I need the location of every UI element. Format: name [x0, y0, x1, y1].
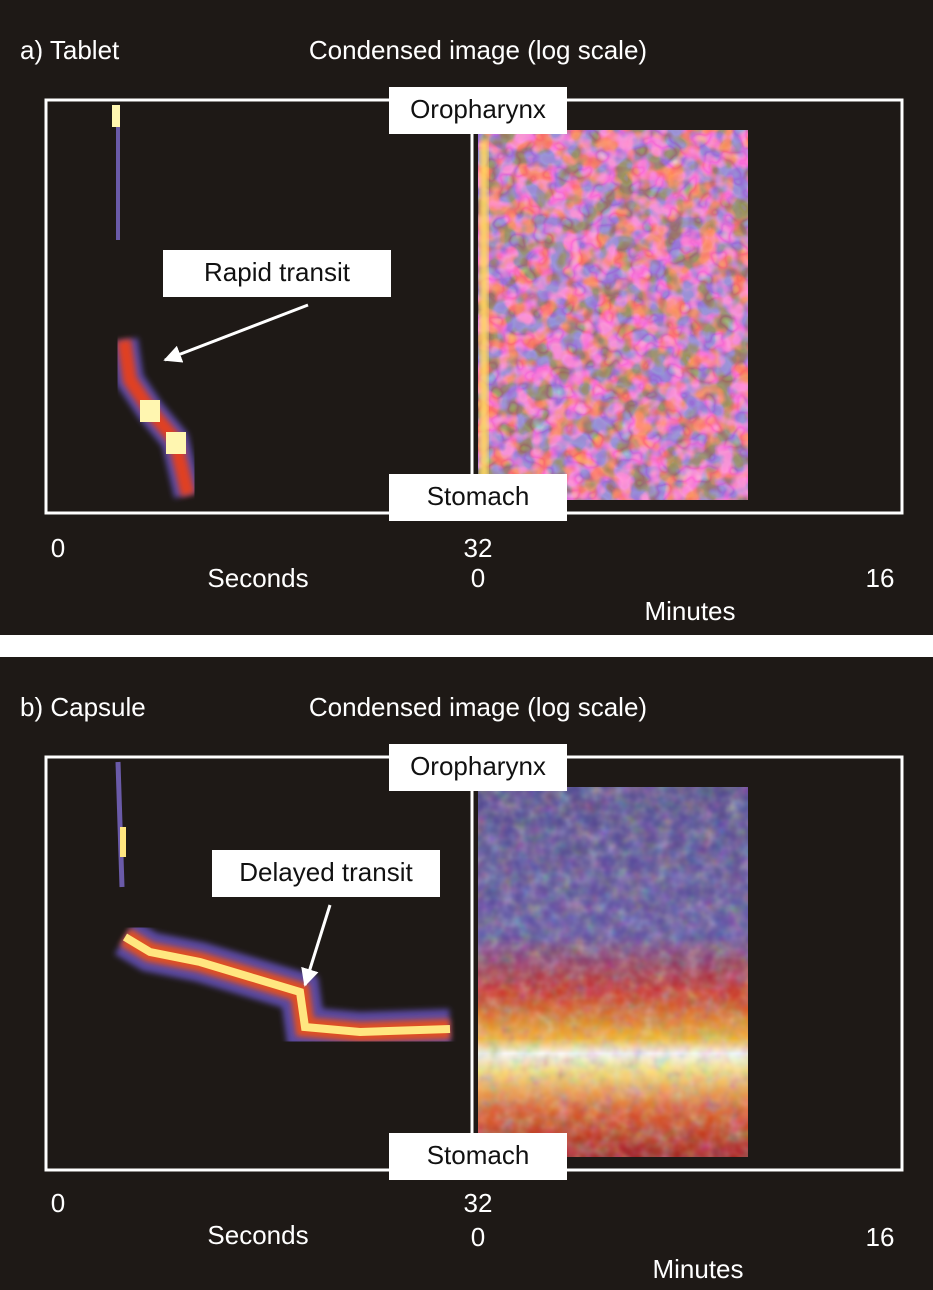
top-label-box: Oropharynx — [389, 744, 567, 791]
minutes-start: 0 — [471, 1222, 485, 1252]
bright-edge — [480, 140, 488, 500]
minutes-label: Minutes — [652, 1254, 743, 1284]
annotation-box: Delayed transit — [212, 850, 440, 897]
minutes-start: 0 — [471, 563, 485, 593]
seconds-label: Seconds — [207, 563, 308, 593]
panel-label: b) Capsule — [20, 692, 146, 722]
panel-title: Condensed image (log scale) — [309, 692, 647, 722]
minutes-end: 16 — [866, 563, 895, 593]
panel-label: a) Tablet — [20, 35, 120, 65]
annotation-box: Rapid transit — [163, 250, 391, 297]
panel-title: Condensed image (log scale) — [309, 35, 647, 65]
seconds-label: Seconds — [207, 1220, 308, 1250]
figure: a) Tablet Condensed image (log scale) Or… — [0, 0, 933, 1290]
top-label: Oropharynx — [410, 751, 546, 781]
seconds-end: 32 — [464, 1188, 493, 1218]
top-label-box: Oropharynx — [389, 87, 567, 134]
condensed-image — [478, 130, 748, 500]
seconds-start: 0 — [51, 533, 65, 563]
annotation: Rapid transit — [204, 257, 351, 287]
bottom-label-box: Stomach — [389, 474, 567, 521]
seconds-start: 0 — [51, 1188, 65, 1218]
image-noise — [478, 787, 748, 1157]
bottom-label-box: Stomach — [389, 1133, 567, 1180]
panel-b: b) Capsule Condensed image (log scale) O… — [0, 657, 933, 1290]
top-label: Oropharynx — [410, 94, 546, 124]
minutes-label: Minutes — [644, 596, 735, 626]
panel-a: a) Tablet Condensed image (log scale) Or… — [0, 0, 933, 635]
minutes-end: 16 — [866, 1222, 895, 1252]
seconds-end: 32 — [464, 533, 493, 563]
bottom-label: Stomach — [427, 1140, 530, 1170]
bottom-label: Stomach — [427, 481, 530, 511]
annotation: Delayed transit — [239, 857, 413, 887]
